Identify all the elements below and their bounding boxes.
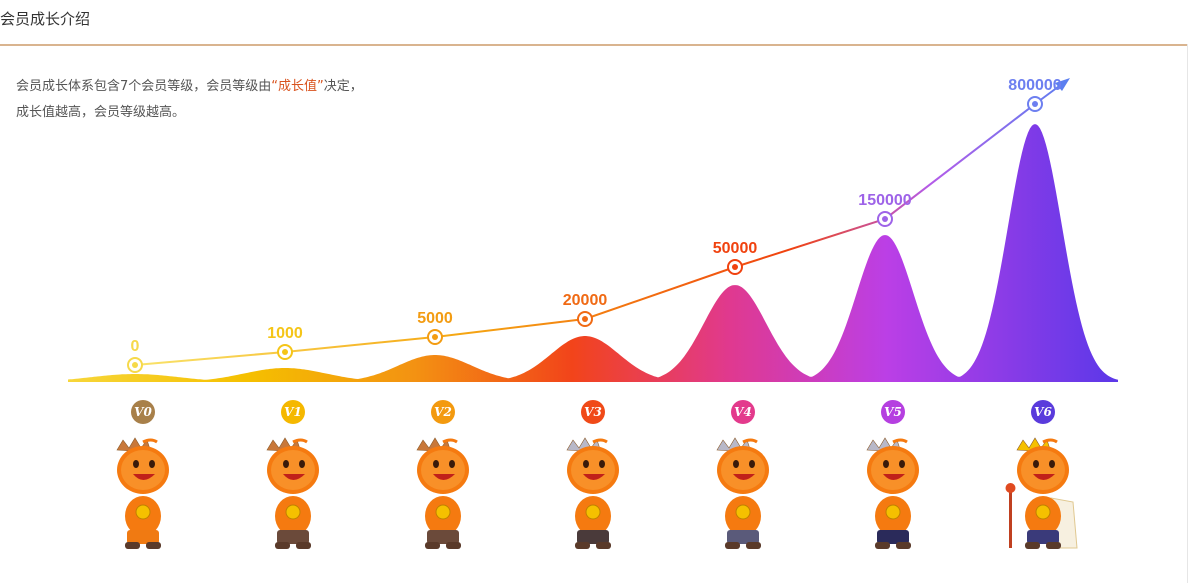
mascot-v5-icon [866, 437, 919, 549]
data-point-dot-v2 [432, 334, 438, 340]
level-badge-v0: V0 [131, 400, 155, 424]
mascot-v2-icon [416, 437, 469, 549]
data-point-dot-v3 [582, 316, 588, 322]
intro-line1-a: 会员成长体系包含7个会员等级，会员等级由 [16, 79, 272, 94]
intro-line1-b: 决定， [323, 79, 363, 94]
level-badge-v6: V6 [1031, 400, 1055, 424]
data-point-dot-v0 [132, 362, 138, 368]
data-label-v5: 150000 [858, 192, 911, 209]
growth-peaks-area [68, 124, 1118, 382]
data-point-dot-v1 [282, 349, 288, 355]
mascot-v6-icon [1005, 437, 1078, 549]
data-label-v2: 5000 [417, 310, 453, 327]
data-label-v3: 20000 [563, 292, 608, 309]
data-point-dot-v6 [1032, 101, 1038, 107]
level-badge-v1: V1 [281, 400, 305, 424]
data-label-v1: 1000 [267, 325, 303, 342]
level-badge-v5: V5 [881, 400, 905, 424]
intro-highlight: 成长值 [278, 79, 318, 94]
section-header: 会员成长介绍 [0, 0, 1188, 46]
intro-quote-open: “ [271, 79, 279, 94]
intro-line2: 成长值越高，会员等级越高。 [16, 105, 186, 120]
mascot-v1-icon [266, 437, 319, 549]
intro-text: 会员成长体系包含7个会员等级，会员等级由“成长值”决定， 成长值越高，会员等级越… [16, 74, 476, 126]
level-badge-v4: V4 [731, 400, 755, 424]
growth-line [134, 80, 1067, 366]
data-point-dot-v5 [882, 216, 888, 222]
intro-quote-close: ” [317, 79, 324, 94]
right-border [1187, 44, 1188, 583]
mascot-v0-icon [116, 437, 169, 549]
data-point-dot-v4 [732, 264, 738, 270]
data-label-v4: 50000 [713, 240, 758, 257]
level-badge-v2: V2 [431, 400, 455, 424]
data-label-v6: 800000 [1008, 77, 1061, 94]
mascot-v4-icon [716, 437, 769, 549]
mascot-v3-icon [566, 437, 619, 549]
section-title: 会员成长介绍 [0, 10, 91, 28]
data-label-v0: 0 [131, 338, 140, 355]
growth-arrow-icon [1055, 78, 1070, 91]
level-badge-v3: V3 [581, 400, 605, 424]
